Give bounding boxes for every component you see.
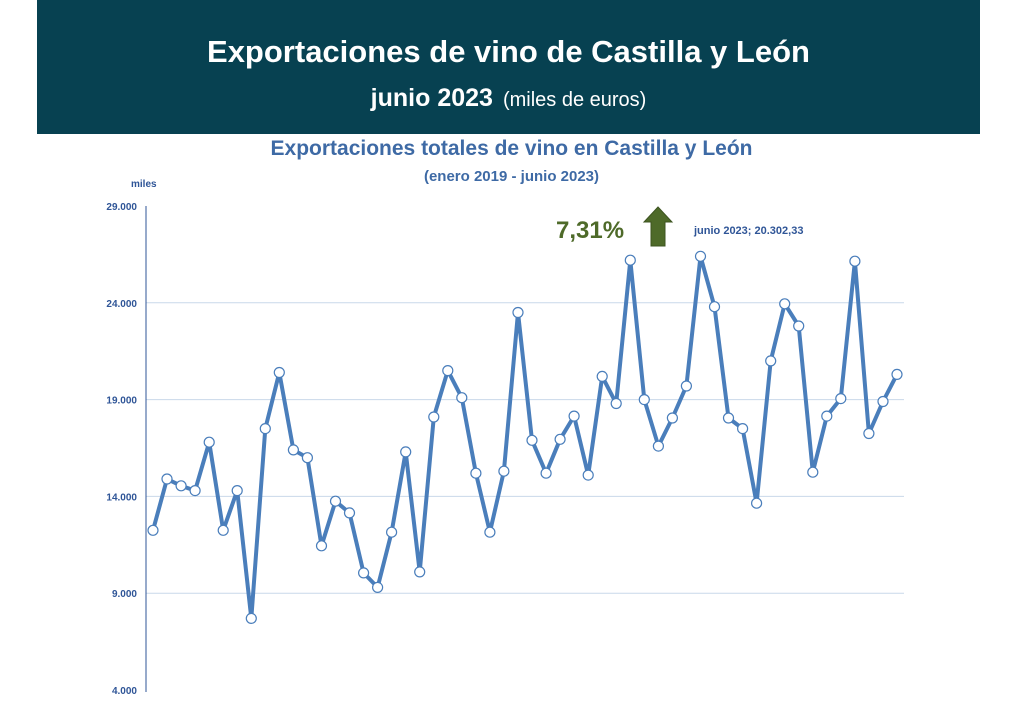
data-point <box>498 465 510 477</box>
chart-subtitle: (enero 2019 - junio 2023) <box>423 168 600 185</box>
data-point <box>835 393 847 405</box>
data-point <box>863 427 875 440</box>
data-point <box>189 485 201 497</box>
y-tick-label: 19.000 <box>106 396 137 407</box>
y-axis-unit: miles <box>131 179 157 190</box>
data-point <box>512 306 524 319</box>
data-point <box>750 497 763 509</box>
data-point <box>582 469 594 481</box>
y-tick-label: 24.000 <box>106 299 137 310</box>
data-point <box>849 255 861 267</box>
data-points <box>147 250 903 625</box>
data-point <box>231 485 243 497</box>
data-point <box>596 370 608 382</box>
gridlines <box>146 302 904 594</box>
data-point <box>217 524 229 536</box>
y-axis-ticks: 4.000 9.000 14.000 19.000 24.000 29.000 <box>106 202 137 697</box>
chart-title: Exportaciones totales de vino en Castill… <box>270 137 753 160</box>
data-point <box>456 392 468 404</box>
data-point <box>540 467 552 479</box>
data-point <box>526 434 538 446</box>
series-line <box>151 254 899 621</box>
data-point <box>652 440 665 452</box>
data-point <box>666 412 679 424</box>
data-point <box>315 540 328 552</box>
page-period: junio 2023 (miles de euros) <box>37 84 980 113</box>
data-point <box>358 567 370 579</box>
data-point <box>891 368 903 380</box>
y-tick-label: 14.000 <box>106 492 137 503</box>
data-point <box>414 566 426 578</box>
y-tick-label: 9.000 <box>112 589 137 600</box>
y-tick-label: 4.000 <box>112 686 137 697</box>
data-point <box>736 423 749 435</box>
data-point <box>610 397 622 410</box>
data-point <box>484 526 496 538</box>
data-point <box>273 366 285 379</box>
data-point <box>793 320 805 332</box>
up-arrow-icon <box>642 206 674 247</box>
data-point <box>428 411 440 423</box>
data-point <box>301 452 313 464</box>
data-point <box>722 412 735 424</box>
data-point <box>175 480 187 492</box>
last-point-label: junio 2023; 20.302,33 <box>693 225 803 237</box>
data-point <box>147 524 159 536</box>
data-point <box>372 581 384 594</box>
data-point <box>765 355 777 367</box>
data-point <box>708 301 721 313</box>
data-point <box>821 410 833 422</box>
data-point <box>638 394 650 406</box>
data-point <box>400 446 412 458</box>
y-tick-label: 29.000 <box>106 202 137 213</box>
data-point <box>287 444 299 456</box>
change-percentage: 7,31% <box>556 217 624 244</box>
data-point <box>554 433 566 445</box>
data-point <box>807 466 819 478</box>
data-point <box>680 380 693 392</box>
page-title: Exportaciones de vino de Castilla y León <box>207 34 810 69</box>
data-point <box>442 365 454 377</box>
data-point <box>386 526 398 538</box>
data-point <box>779 298 791 310</box>
data-point <box>161 473 173 485</box>
data-point <box>259 423 271 435</box>
data-point <box>877 395 889 408</box>
data-point <box>568 410 580 422</box>
period-label: junio 2023 <box>370 84 493 112</box>
data-point <box>203 436 215 448</box>
data-point <box>245 612 257 625</box>
data-point <box>329 495 342 507</box>
units-label: (miles de euros) <box>502 89 647 111</box>
data-point <box>343 507 356 519</box>
data-point <box>694 250 707 262</box>
data-point <box>624 254 636 266</box>
data-point <box>470 467 482 479</box>
header-banner: Exportaciones de vino de Castilla y León… <box>37 0 980 134</box>
